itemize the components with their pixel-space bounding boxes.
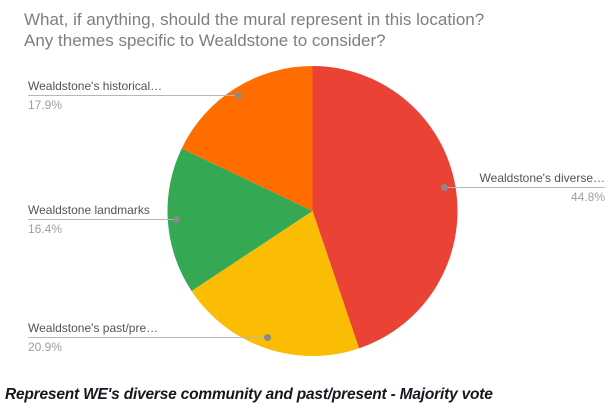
pie-slice-3[interactable] [181, 66, 313, 211]
slice-label-past-present: Wealdstone's past/pre… [28, 321, 159, 335]
callout-landmarks: Wealdstone landmarks 16.4% [28, 203, 180, 236]
chart-caption: Represent WE's diverse community and pas… [5, 386, 493, 403]
leader-line-diverse [444, 187, 605, 188]
leader-line-past-present [28, 337, 264, 338]
leader-dot-historical [235, 92, 242, 99]
slice-label-landmarks: Wealdstone landmarks [28, 203, 150, 217]
callout-diverse: Wealdstone's diverse… 44.8% [441, 171, 605, 204]
leader-line-historical [28, 95, 235, 96]
slice-percent-diverse: 44.8% [570, 190, 605, 204]
leader-line-landmarks [28, 219, 173, 220]
slice-label-historical: Wealdstone's historical… [28, 79, 163, 93]
slice-label-diverse: Wealdstone's diverse… [479, 171, 605, 185]
pie-slice-1[interactable] [191, 211, 360, 357]
callout-past-present: Wealdstone's past/pre… 20.9% [28, 321, 271, 354]
slice-percent-past-present: 20.9% [28, 340, 63, 354]
slice-percent-historical: 17.9% [28, 98, 63, 112]
leader-dot-landmarks [173, 216, 180, 223]
pie-slice-2[interactable] [167, 148, 313, 291]
chart-title: What, if anything, should the mural repr… [24, 9, 594, 51]
leader-dot-past-present [264, 334, 271, 341]
chart-title-line1: What, if anything, should the mural repr… [24, 10, 485, 29]
callout-historical: Wealdstone's historical… 17.9% [28, 79, 242, 112]
chart-title-line2: Any themes specific to Wealdstone to con… [24, 31, 386, 50]
slice-percent-landmarks: 16.4% [28, 222, 63, 236]
leader-dot-diverse [441, 184, 448, 191]
pie-slice-0[interactable] [312, 66, 458, 349]
